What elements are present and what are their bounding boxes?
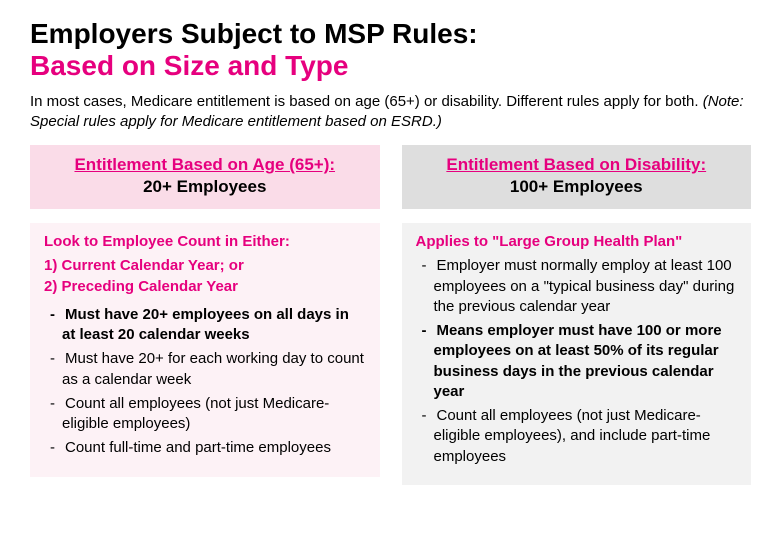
list-item: Count full-time and part-time employees — [44, 438, 366, 458]
list-item: Means employer must have 100 or more emp… — [416, 321, 738, 402]
page-title-line1: Employers Subject to MSP Rules: — [30, 18, 751, 50]
right-header-sub: 100+ Employees — [410, 177, 744, 197]
right-header-box: Entitlement Based on Disability: 100+ Em… — [402, 145, 752, 209]
left-header-box: Entitlement Based on Age (65+): 20+ Empl… — [30, 145, 380, 209]
list-item: Must have 20+ for each working day to co… — [44, 349, 366, 390]
left-numbered-list: 1) Current Calendar Year; or 2) Precedin… — [44, 256, 366, 297]
left-header-sub: 20+ Employees — [38, 177, 372, 197]
list-item: Count all employees (not just Medicare-e… — [44, 394, 366, 435]
left-column: Entitlement Based on Age (65+): 20+ Empl… — [30, 145, 380, 485]
right-header-title: Entitlement Based on Disability: — [410, 155, 744, 175]
left-subhead: Look to Employee Count in Either: — [44, 233, 366, 250]
page-title-line2: Based on Size and Type — [30, 50, 751, 82]
right-subhead: Applies to "Large Group Health Plan" — [416, 233, 738, 250]
columns-container: Entitlement Based on Age (65+): 20+ Empl… — [30, 145, 751, 485]
right-column: Entitlement Based on Disability: 100+ Em… — [402, 145, 752, 485]
list-item: Employer must normally employ at least 1… — [416, 256, 738, 317]
list-item: 1) Current Calendar Year; or — [44, 256, 366, 276]
list-item: Count all employees (not just Medicare-e… — [416, 406, 738, 467]
list-item: 2) Preceding Calendar Year — [44, 277, 366, 297]
list-item: Must have 20+ employees on all days in a… — [44, 305, 366, 346]
right-bullet-list: Employer must normally employ at least 1… — [416, 256, 738, 467]
right-body-box: Applies to "Large Group Health Plan" Emp… — [402, 223, 752, 485]
left-bullet-list: Must have 20+ employees on all days in a… — [44, 305, 366, 459]
intro-text: In most cases, Medicare entitlement is b… — [30, 93, 703, 110]
left-body-box: Look to Employee Count in Either: 1) Cur… — [30, 223, 380, 476]
left-header-title: Entitlement Based on Age (65+): — [38, 155, 372, 175]
intro-paragraph: In most cases, Medicare entitlement is b… — [30, 92, 751, 131]
